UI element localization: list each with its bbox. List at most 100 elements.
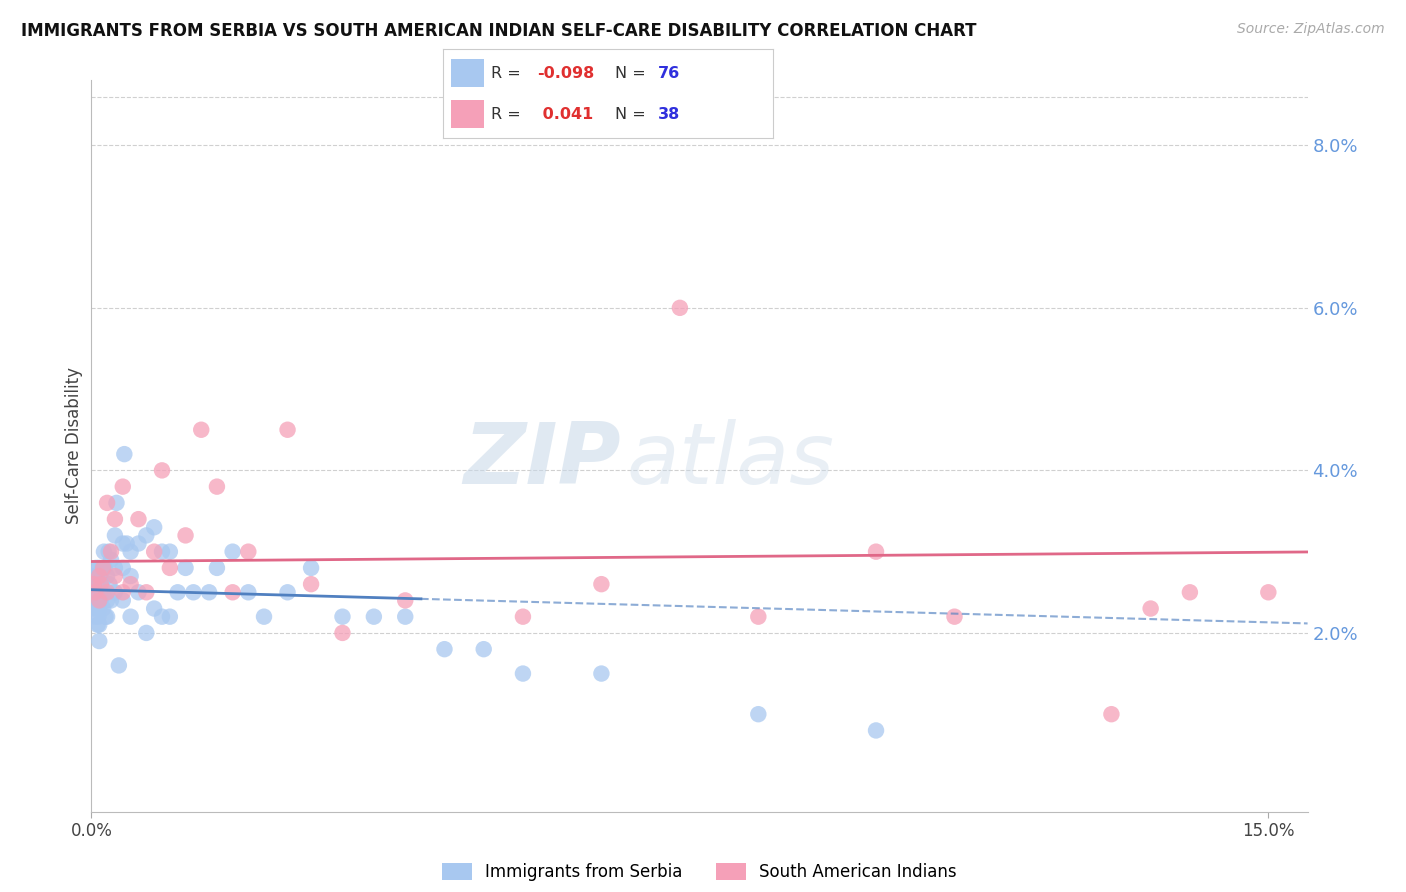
- Point: [669, 301, 692, 315]
- Point: [100, 544, 122, 558]
- Text: R =: R =: [491, 107, 526, 121]
- Point: [198, 585, 221, 599]
- Point: [96, 496, 118, 510]
- Point: [120, 569, 142, 583]
- Point: [86, 601, 108, 615]
- Point: [90, 577, 112, 591]
- Point: [120, 544, 142, 558]
- Point: [135, 528, 157, 542]
- Point: [394, 593, 416, 607]
- Point: [96, 609, 118, 624]
- Point: [253, 609, 276, 624]
- Point: [83, 585, 105, 599]
- Point: [89, 561, 111, 575]
- Point: [205, 480, 228, 494]
- Point: [86, 617, 108, 632]
- Point: [127, 512, 149, 526]
- Point: [472, 642, 495, 657]
- Point: [150, 463, 173, 477]
- Point: [143, 520, 166, 534]
- Point: [865, 723, 887, 738]
- Point: [865, 544, 887, 558]
- Point: [120, 609, 142, 624]
- Point: [94, 609, 117, 624]
- Point: [277, 585, 299, 599]
- Point: [84, 561, 107, 575]
- Point: [89, 617, 111, 632]
- Point: [86, 569, 108, 583]
- Point: [96, 569, 118, 583]
- Point: [111, 585, 134, 599]
- Point: [299, 561, 322, 575]
- Point: [83, 577, 105, 591]
- Point: [111, 593, 134, 607]
- Point: [91, 601, 114, 615]
- Text: 0.041: 0.041: [537, 107, 593, 121]
- Point: [1257, 585, 1279, 599]
- Point: [98, 577, 121, 591]
- Point: [174, 561, 197, 575]
- Point: [93, 544, 115, 558]
- Point: [104, 512, 127, 526]
- Point: [221, 544, 243, 558]
- Point: [96, 585, 118, 599]
- Point: [86, 585, 108, 599]
- Point: [174, 528, 197, 542]
- Point: [84, 593, 107, 607]
- Text: ZIP: ZIP: [463, 419, 620, 502]
- Point: [97, 544, 120, 558]
- Point: [433, 642, 456, 657]
- Point: [159, 561, 181, 575]
- Point: [238, 585, 260, 599]
- Point: [183, 585, 205, 599]
- Point: [1178, 585, 1201, 599]
- Point: [89, 634, 111, 648]
- Point: [332, 609, 354, 624]
- Point: [143, 544, 166, 558]
- Point: [90, 569, 112, 583]
- Point: [100, 553, 122, 567]
- Point: [84, 585, 107, 599]
- Point: [96, 593, 118, 607]
- Point: [84, 577, 107, 591]
- Point: [93, 561, 115, 575]
- Point: [90, 577, 112, 591]
- Point: [159, 544, 181, 558]
- Point: [104, 585, 127, 599]
- Point: [89, 593, 111, 607]
- Point: [120, 577, 142, 591]
- Text: atlas: atlas: [627, 419, 835, 502]
- Point: [83, 601, 105, 615]
- Point: [90, 593, 112, 607]
- Point: [111, 561, 134, 575]
- Text: IMMIGRANTS FROM SERBIA VS SOUTH AMERICAN INDIAN SELF-CARE DISABILITY CORRELATION: IMMIGRANTS FROM SERBIA VS SOUTH AMERICAN…: [21, 22, 977, 40]
- Point: [277, 423, 299, 437]
- Point: [127, 585, 149, 599]
- Text: R =: R =: [491, 66, 526, 80]
- Point: [512, 609, 534, 624]
- Point: [104, 528, 127, 542]
- Point: [591, 666, 613, 681]
- Point: [190, 423, 212, 437]
- Point: [943, 609, 966, 624]
- Bar: [451, 100, 484, 128]
- Text: Source: ZipAtlas.com: Source: ZipAtlas.com: [1237, 22, 1385, 37]
- Point: [299, 577, 322, 591]
- Point: [111, 480, 134, 494]
- Point: [591, 577, 613, 591]
- Point: [135, 585, 157, 599]
- Point: [1139, 601, 1161, 615]
- Point: [112, 447, 135, 461]
- Point: [91, 585, 114, 599]
- Point: [108, 658, 131, 673]
- Point: [512, 666, 534, 681]
- Point: [363, 609, 385, 624]
- Point: [332, 626, 354, 640]
- Legend: Immigrants from Serbia, South American Indians: Immigrants from Serbia, South American I…: [436, 856, 963, 888]
- Bar: [451, 59, 484, 87]
- Point: [84, 609, 107, 624]
- Point: [747, 707, 769, 722]
- Point: [127, 536, 149, 550]
- Point: [87, 577, 110, 591]
- Point: [221, 585, 243, 599]
